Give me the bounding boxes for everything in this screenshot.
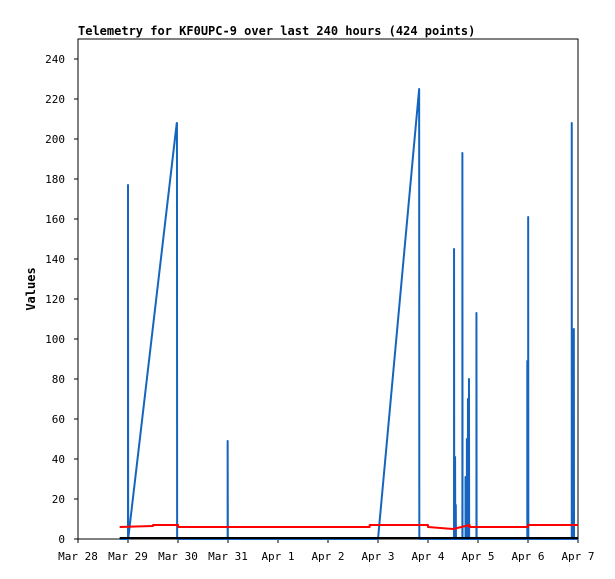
y-axis: 0 20 40 60 80 100 120 140 160 180 200 220 240 [45, 53, 78, 546]
y-tick-label: 220 [45, 93, 65, 106]
y-tick-label: 120 [45, 293, 65, 306]
x-tick-label: Mar 28 [58, 550, 98, 563]
x-axis: Mar 28 Mar 29 Mar 30 Mar 31 Apr 1 Apr 2 Apr 3 A… [58, 539, 595, 563]
x-tick-label: Mar 30 [158, 550, 198, 563]
y-tick-label: 40 [52, 453, 65, 466]
y-tick-label: 180 [45, 173, 65, 186]
chart-title: Telemetry for KF0UPC-9 over last 240 hou… [78, 24, 475, 38]
x-tick-label: Apr 2 [311, 550, 344, 563]
x-tick-label: Apr 6 [511, 550, 544, 563]
y-axis-label: Values [24, 267, 38, 310]
x-tick-label: Mar 29 [108, 550, 148, 563]
y-tick-label: 240 [45, 53, 65, 66]
series-line-1 [119, 524, 578, 530]
plot-area [77, 38, 579, 540]
y-tick-label: 60 [52, 413, 65, 426]
y-tick-label: 20 [52, 493, 65, 506]
x-tick-label: Apr 5 [461, 550, 494, 563]
x-tick-label: Apr 3 [361, 550, 394, 563]
series-line-0 [119, 88, 578, 540]
y-tick-label: 200 [45, 133, 65, 146]
y-tick-label: 160 [45, 213, 65, 226]
x-tick-label: Apr 7 [561, 550, 594, 563]
x-tick-label: Apr 4 [411, 550, 444, 563]
y-tick-label: 0 [58, 533, 65, 546]
y-tick-label: 80 [52, 373, 65, 386]
x-tick-label: Mar 31 [208, 550, 248, 563]
x-tick-label: Apr 1 [261, 550, 294, 563]
y-tick-label: 140 [45, 253, 65, 266]
y-tick-label: 100 [45, 333, 65, 346]
series-layer [119, 88, 578, 540]
